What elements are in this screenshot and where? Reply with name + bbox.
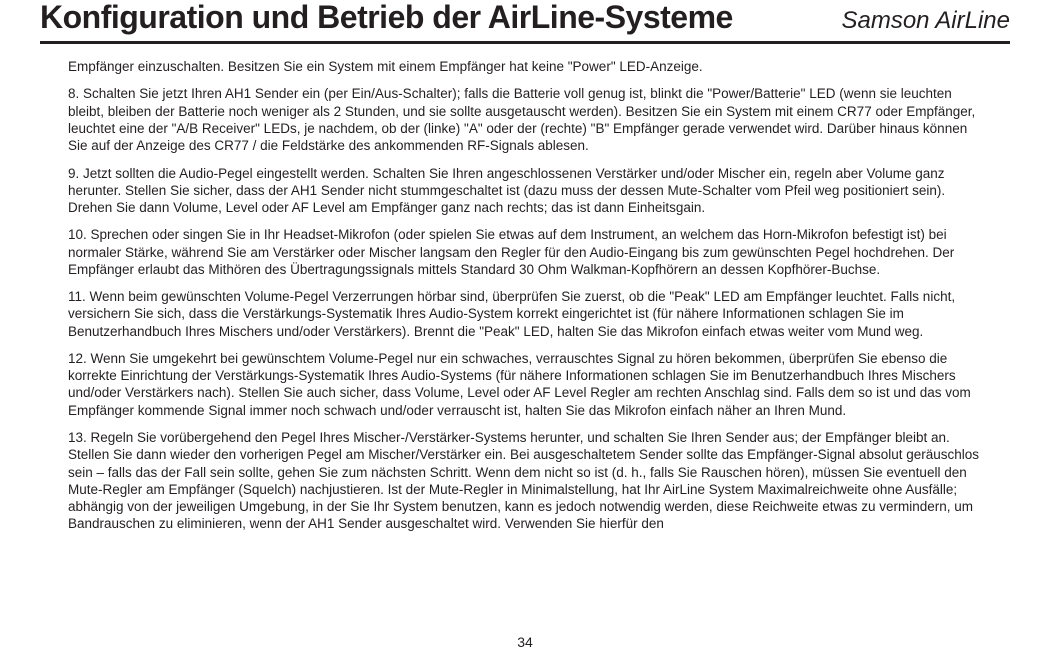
page-header: Konfiguration und Betrieb der AirLine-Sy…: [40, 0, 1010, 35]
page-number: 34: [0, 634, 1050, 650]
document-page: Konfiguration und Betrieb der AirLine-Sy…: [0, 0, 1050, 662]
header-rule: [40, 41, 1010, 44]
paragraph: Empfänger einzuschalten. Besitzen Sie ei…: [68, 58, 982, 75]
paragraph: 8. Schalten Sie jetzt Ihren AH1 Sender e…: [68, 85, 982, 154]
paragraph: 12. Wenn Sie umgekehrt bei gewünschtem V…: [68, 350, 982, 419]
body-text: Empfänger einzuschalten. Besitzen Sie ei…: [40, 58, 1010, 532]
paragraph: 11. Wenn beim gewünschten Volume-Pegel V…: [68, 288, 982, 340]
paragraph: 13. Regeln Sie vorübergehend den Pegel I…: [68, 429, 982, 533]
paragraph: 9. Jetzt sollten die Audio-Pegel eingest…: [68, 165, 982, 217]
paragraph: 10. Sprechen oder singen Sie in Ihr Head…: [68, 226, 982, 278]
brand-name: Samson AirLine: [841, 8, 1010, 34]
page-title: Konfiguration und Betrieb der AirLine-Sy…: [40, 0, 733, 35]
